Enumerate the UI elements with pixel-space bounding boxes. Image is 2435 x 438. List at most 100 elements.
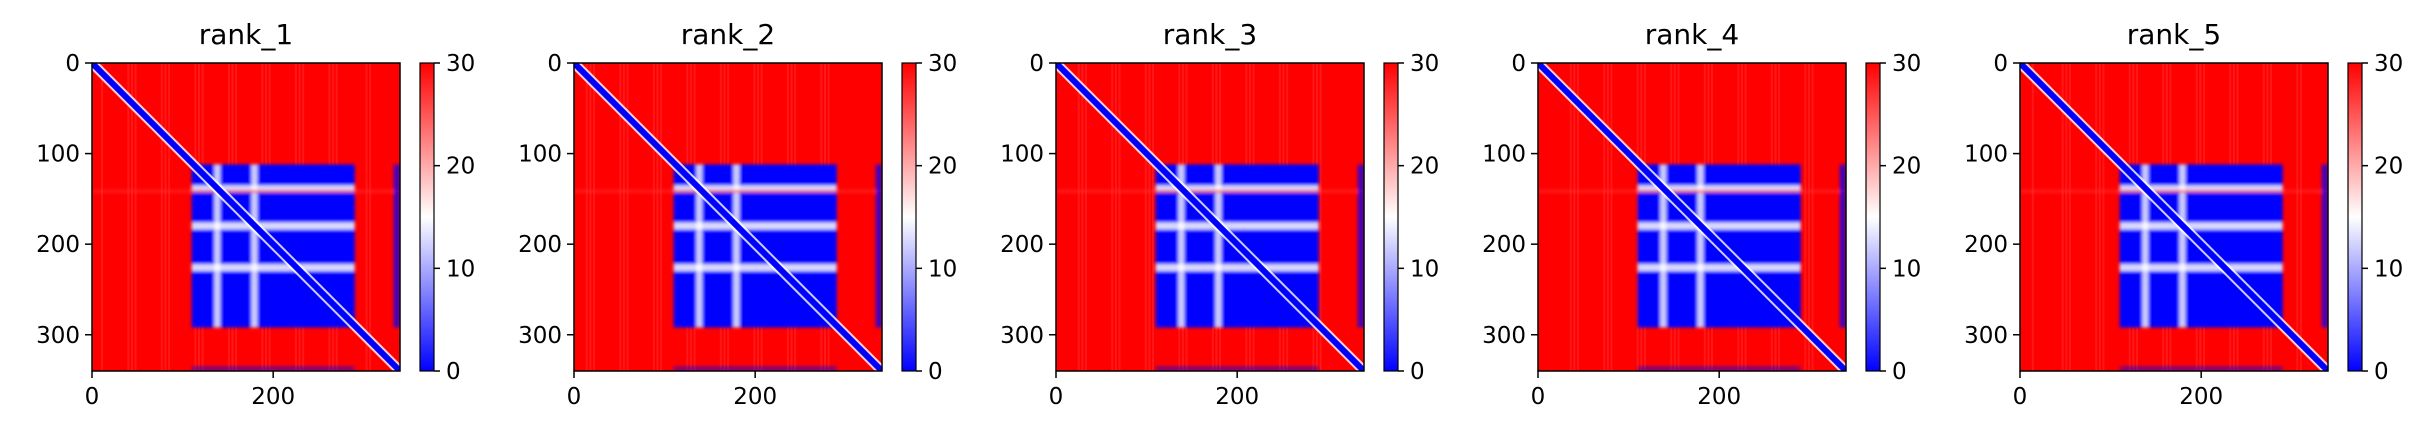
y-tick-label: 0 xyxy=(1511,51,1526,77)
x-tick-label: 200 xyxy=(251,384,295,410)
texture-stripe xyxy=(130,63,133,371)
texture-stripe xyxy=(1610,63,1613,371)
texture-stripe xyxy=(1576,63,1579,371)
texture-stripe xyxy=(1111,63,1114,371)
heatmap-image xyxy=(1538,63,1846,371)
texture-stripe xyxy=(2068,63,2071,371)
separator-band xyxy=(673,185,837,193)
row-streak xyxy=(92,189,400,193)
edge-strip xyxy=(875,164,882,328)
y-tick-label: 0 xyxy=(1993,51,2008,77)
diagonal xyxy=(1538,63,1846,371)
x-tick-label: 0 xyxy=(2013,384,2028,410)
separator-band xyxy=(1637,264,1801,272)
diagonal xyxy=(92,63,400,371)
heatmap-image xyxy=(1056,63,1364,371)
y-tick-label: 0 xyxy=(547,51,562,77)
texture-stripe xyxy=(589,63,592,371)
subplot-3: rank_3 0 200 0 100 200 300 0 10 20 30 xyxy=(1000,18,1439,410)
heatmap-image xyxy=(92,63,400,371)
edge-strip xyxy=(1357,164,1364,328)
colorbar-tick-label: 20 xyxy=(2374,154,2403,180)
colorbar-tick-label: 30 xyxy=(446,51,475,77)
texture-stripe xyxy=(369,63,372,371)
separator-band xyxy=(1697,164,1704,328)
subplot-5: rank_5 0 200 0 100 200 300 0 10 20 30 xyxy=(1964,18,2403,410)
edge-strip xyxy=(2321,164,2328,328)
colorbar-tick-label: 20 xyxy=(928,154,957,180)
edge-strip xyxy=(1637,366,1801,371)
texture-stripe xyxy=(1081,63,1084,371)
texture-stripe xyxy=(365,63,368,371)
subplot-title: rank_2 xyxy=(681,18,775,51)
colorbar-tick-label: 0 xyxy=(1410,359,1425,385)
texture-stripe xyxy=(1603,63,1606,371)
texture-stripe xyxy=(164,63,167,371)
axes-frame xyxy=(1537,62,1847,372)
separator-band xyxy=(1155,264,1319,272)
texture-stripe xyxy=(1319,63,1322,371)
texture-stripe xyxy=(1084,63,1087,371)
texture-stripe xyxy=(2031,63,2034,371)
y-tick-label: 300 xyxy=(518,323,562,349)
subplot-title: rank_4 xyxy=(1645,18,1739,51)
separator-band xyxy=(214,164,221,328)
y-tick-label: 300 xyxy=(1964,323,2008,349)
y-tick-label: 200 xyxy=(1000,232,1044,258)
separator-band xyxy=(673,222,837,230)
subplot-1: rank_1 0 200 0 100 200 300 0 10 20 30 xyxy=(36,18,475,410)
x-tick-label: 200 xyxy=(733,384,777,410)
texture-stripe xyxy=(1077,63,1080,371)
separator-band xyxy=(1637,185,1801,193)
texture-stripe xyxy=(2098,63,2101,371)
separator-band xyxy=(696,164,703,328)
texture-stripe xyxy=(1807,63,1810,371)
separator-band xyxy=(1155,185,1319,193)
texture-stripe xyxy=(1804,63,1807,371)
y-tick-label: 0 xyxy=(65,51,80,77)
x-tick-label: 0 xyxy=(1531,384,1546,410)
separator-band xyxy=(191,222,355,230)
separator-band xyxy=(251,164,258,328)
x-tick-label: 200 xyxy=(2179,384,2223,410)
x-tick-label: 0 xyxy=(1049,384,1064,410)
texture-stripe xyxy=(2095,63,2098,371)
separator-band xyxy=(1215,164,1222,328)
edge-strip xyxy=(191,366,355,371)
y-tick-label: 200 xyxy=(1964,232,2008,258)
y-tick-label: 0 xyxy=(1029,51,1044,77)
colorbar-tick-label: 30 xyxy=(928,51,957,77)
colorbar-tick-label: 20 xyxy=(1892,154,1921,180)
y-tick-label: 100 xyxy=(36,142,80,168)
colorbar-tick-label: 0 xyxy=(928,359,943,385)
texture-stripe xyxy=(2065,63,2068,371)
separator-band xyxy=(1178,164,1185,328)
texture-stripe xyxy=(1114,63,1117,371)
subplot-title: rank_3 xyxy=(1163,18,1257,51)
texture-stripe xyxy=(1152,63,1155,371)
colorbar-tick-label: 10 xyxy=(446,256,475,282)
texture-stripe xyxy=(622,63,625,371)
x-tick-label: 200 xyxy=(1215,384,1259,410)
texture-stripe xyxy=(1148,63,1151,371)
separator-band xyxy=(191,185,355,193)
colorbar-tick-label: 0 xyxy=(446,359,461,385)
texture-stripe xyxy=(1118,63,1121,371)
subplot-title: rank_1 xyxy=(199,18,293,51)
colorbar-tick-label: 20 xyxy=(1410,154,1439,180)
colorbar-tick-label: 0 xyxy=(2374,359,2389,385)
subplot-2: rank_2 0 200 0 100 200 300 0 10 20 30 xyxy=(518,18,957,410)
separator-band xyxy=(2119,222,2283,230)
texture-stripe xyxy=(2061,63,2064,371)
edge-strip xyxy=(393,164,400,328)
diagonal xyxy=(2020,63,2328,371)
axes-frame xyxy=(573,62,883,372)
texture-stripe xyxy=(2299,63,2302,371)
diagonal xyxy=(574,63,882,371)
y-tick-label: 300 xyxy=(1482,323,1526,349)
colorbar xyxy=(1865,62,1881,372)
edge-strip xyxy=(2119,366,2283,371)
colorbar-tick-label: 10 xyxy=(1892,256,1921,282)
subplot-4: rank_4 0 200 0 100 200 300 0 10 20 30 xyxy=(1482,18,1921,410)
